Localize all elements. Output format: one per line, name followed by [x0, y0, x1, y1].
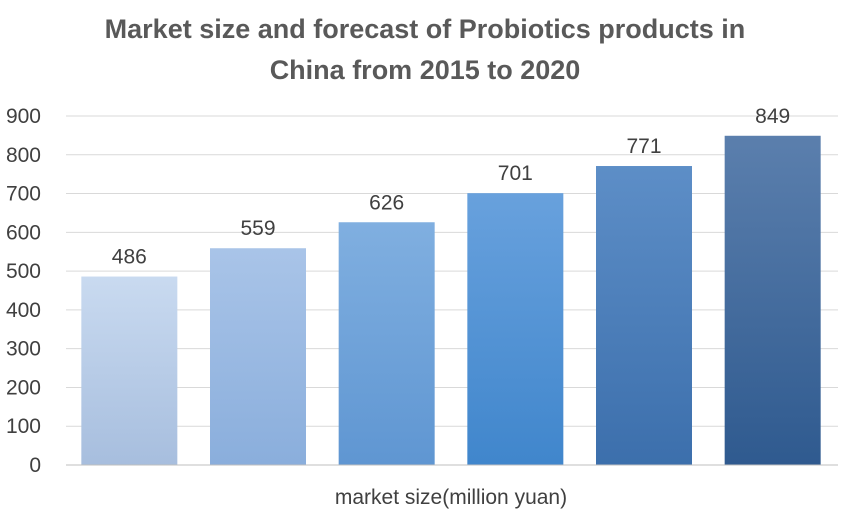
- y-tick-label: 300: [6, 338, 41, 361]
- y-tick-label: 600: [6, 221, 41, 244]
- bar: [467, 193, 564, 465]
- y-tick-label: 700: [6, 183, 41, 206]
- y-tick-label: 200: [6, 376, 41, 399]
- y-tick-label: 0: [29, 454, 41, 477]
- chart-title-line-2: China from 2015 to 2020: [270, 55, 581, 85]
- bar: [596, 166, 692, 466]
- chart-title-line-1: Market size and forecast of Probiotics p…: [105, 14, 746, 44]
- bars: [81, 135, 821, 466]
- gridlines: [66, 115, 838, 427]
- data-label: 771: [626, 135, 661, 158]
- bar: [81, 276, 178, 465]
- data-label: 849: [755, 105, 790, 128]
- y-tick-label: 900: [6, 105, 41, 128]
- bar: [724, 135, 821, 465]
- x-axis-label: market size(million yuan): [335, 486, 567, 509]
- y-axis-tick-labels: 0 100 200 300 400 500 600 700 800 900: [6, 105, 41, 477]
- data-label: 626: [369, 191, 404, 214]
- y-tick-label: 800: [6, 144, 41, 167]
- y-tick-label: 400: [6, 299, 41, 322]
- y-tick-label: 100: [6, 415, 41, 438]
- data-label: 559: [240, 217, 275, 240]
- bar: [338, 222, 435, 465]
- bar: [210, 248, 306, 465]
- y-tick-label: 500: [6, 260, 41, 283]
- data-label: 486: [112, 246, 147, 269]
- data-labels: 486 559 626 701 771 849: [112, 105, 790, 269]
- data-label: 701: [498, 162, 533, 185]
